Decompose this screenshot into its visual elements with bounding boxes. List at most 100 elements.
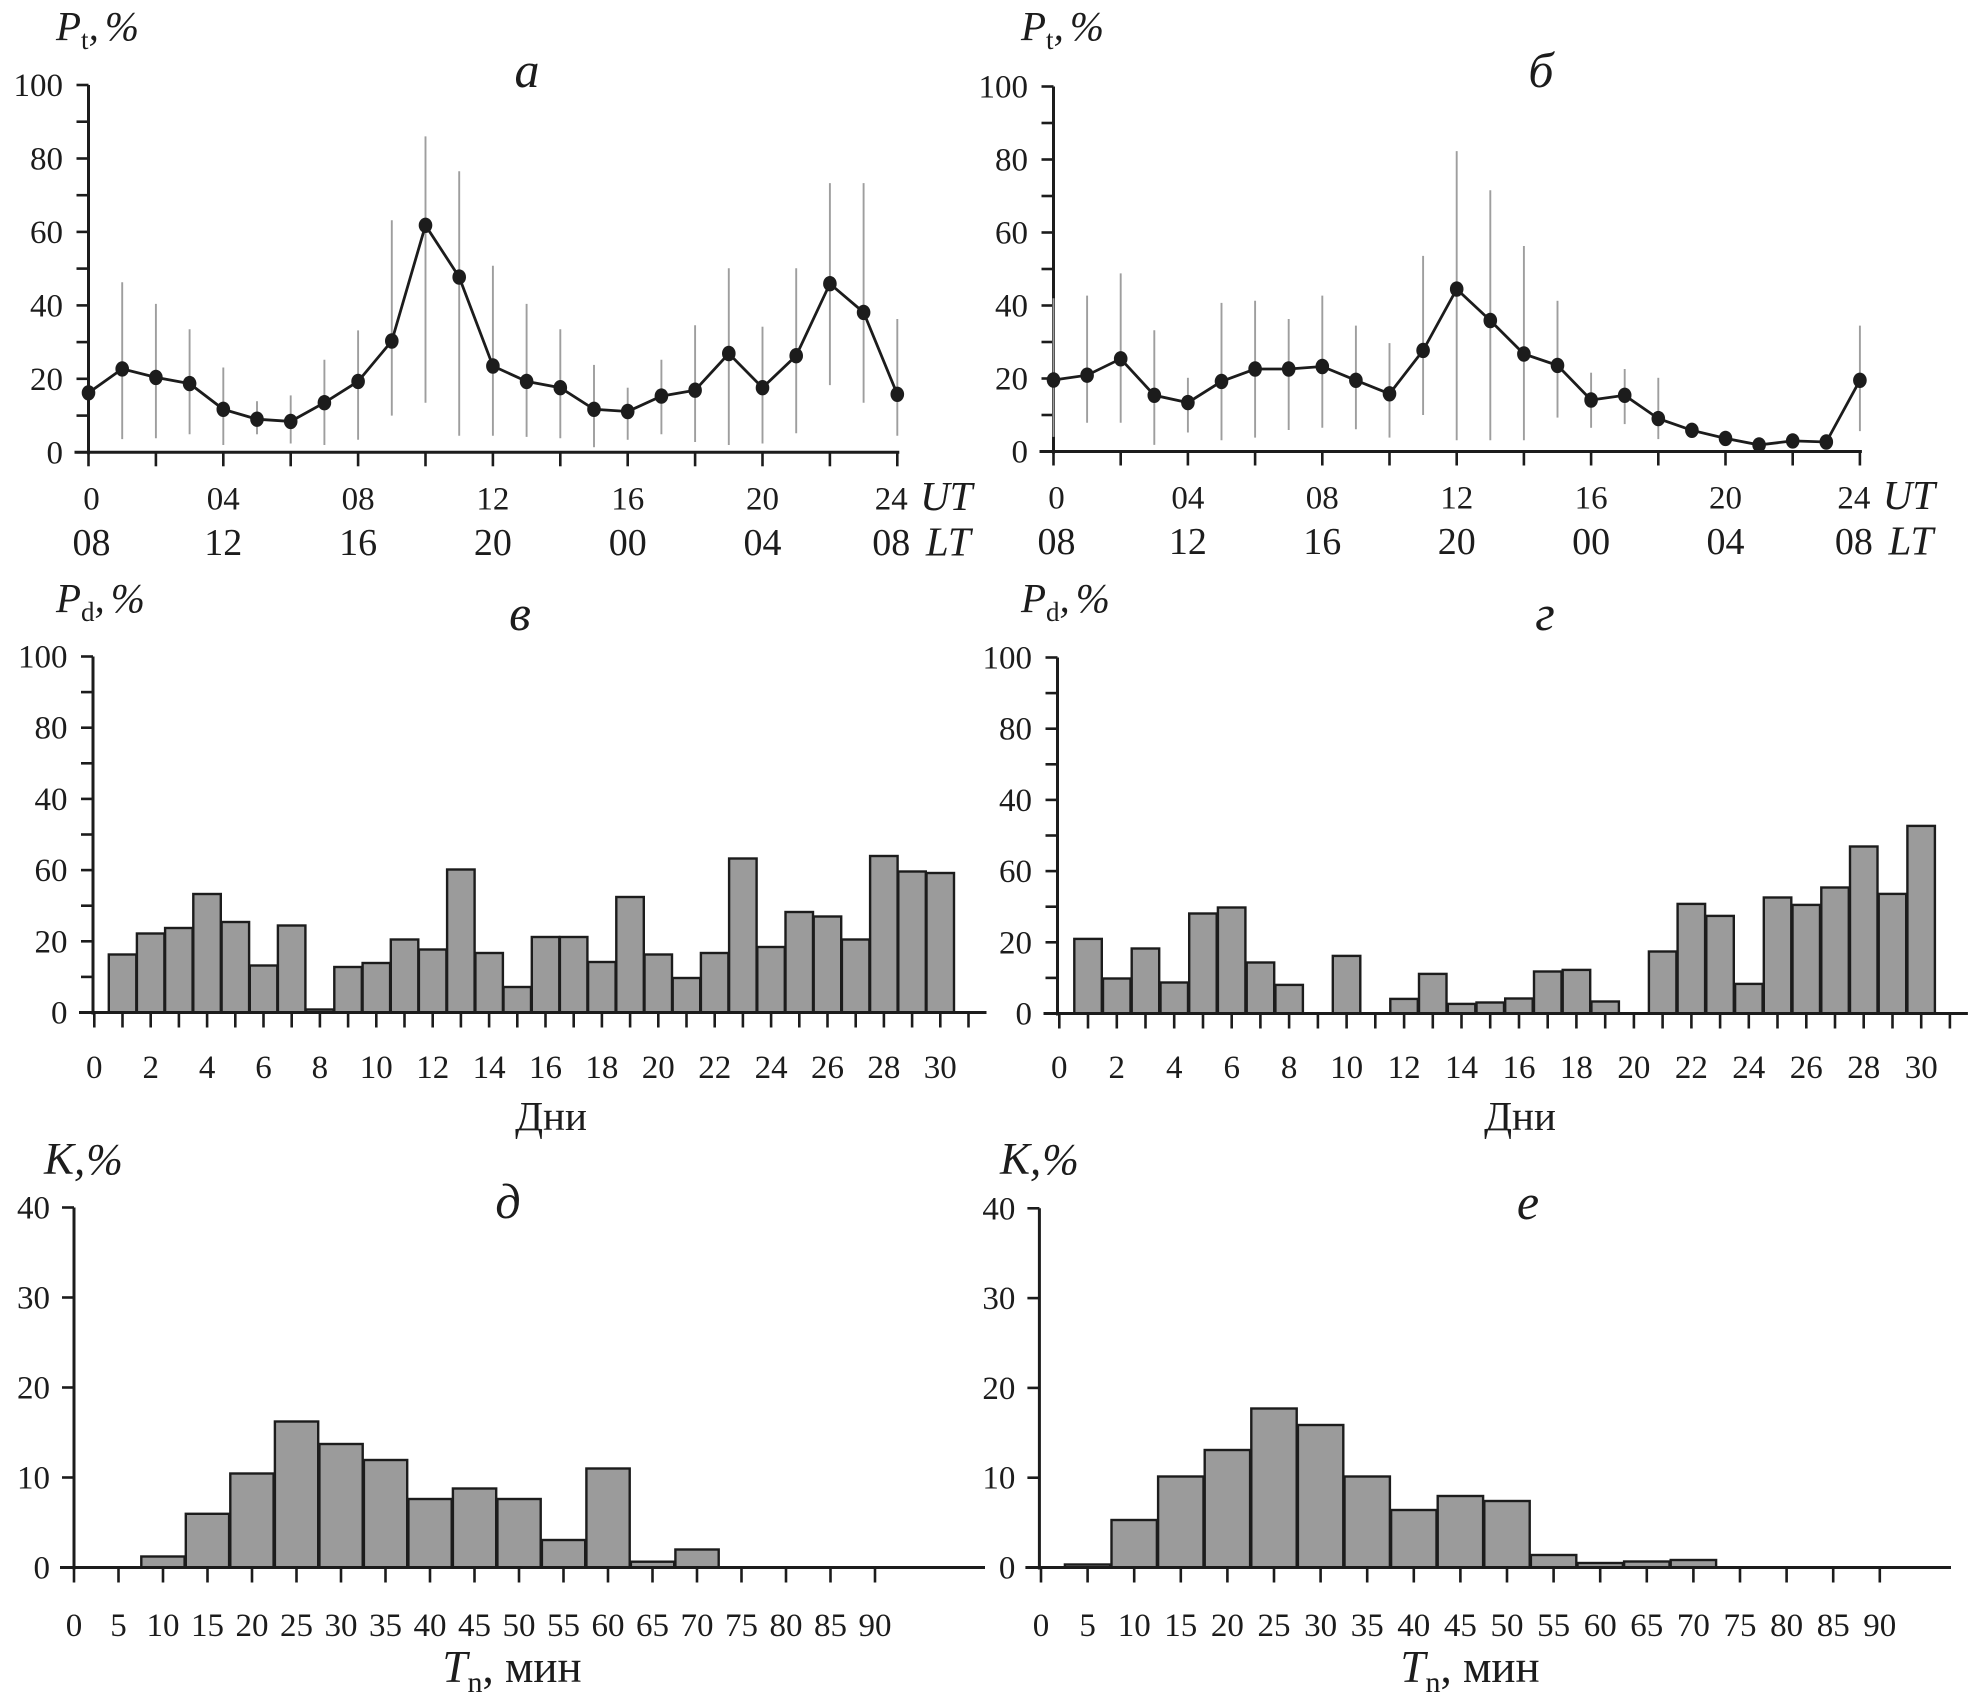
svg-text:100: 100	[14, 68, 64, 104]
svg-text:65: 65	[1630, 1608, 1663, 1644]
svg-text:60: 60	[1584, 1608, 1617, 1644]
svg-text:20: 20	[982, 1371, 1015, 1407]
svg-text:04: 04	[744, 522, 782, 564]
svg-text:Pd,%: Pd,%	[55, 575, 145, 627]
svg-text:65: 65	[636, 1608, 669, 1644]
svg-text:5: 5	[1079, 1608, 1096, 1644]
svg-text:50: 50	[1491, 1608, 1524, 1644]
svg-text:0: 0	[83, 481, 100, 517]
svg-text:5: 5	[110, 1608, 127, 1644]
svg-text:д: д	[495, 1173, 520, 1229]
svg-text:30: 30	[325, 1608, 358, 1644]
svg-text:Дни: Дни	[1484, 1093, 1556, 1139]
svg-text:80: 80	[35, 711, 68, 747]
svg-text:45: 45	[1444, 1608, 1477, 1644]
svg-text:20: 20	[17, 1371, 50, 1407]
svg-text:24: 24	[1837, 481, 1870, 517]
svg-text:16: 16	[1303, 521, 1341, 563]
svg-text:85: 85	[814, 1608, 847, 1644]
svg-text:12: 12	[416, 1050, 449, 1086]
svg-text:15: 15	[1164, 1608, 1197, 1644]
svg-text:18: 18	[585, 1050, 618, 1086]
svg-text:45: 45	[458, 1608, 491, 1644]
svg-text:60: 60	[995, 216, 1028, 252]
svg-text:2: 2	[1109, 1050, 1126, 1086]
svg-text:Дни: Дни	[515, 1093, 587, 1139]
svg-text:20: 20	[236, 1608, 269, 1644]
svg-text:0: 0	[1048, 481, 1065, 517]
svg-text:0: 0	[47, 435, 64, 471]
svg-text:20: 20	[1709, 481, 1742, 517]
svg-text:08: 08	[73, 522, 111, 564]
svg-text:04: 04	[1171, 481, 1204, 517]
svg-text:14: 14	[473, 1050, 506, 1086]
svg-text:0: 0	[1016, 997, 1033, 1033]
svg-text:60: 60	[999, 854, 1032, 890]
svg-text:12: 12	[204, 522, 242, 564]
svg-text:08: 08	[1835, 521, 1873, 563]
svg-text:80: 80	[999, 712, 1032, 748]
svg-text:30: 30	[1304, 1608, 1337, 1644]
svg-text:04: 04	[207, 481, 240, 517]
svg-text:30: 30	[982, 1281, 1015, 1317]
svg-text:40: 40	[982, 1191, 1015, 1227]
svg-text:20: 20	[35, 924, 68, 960]
svg-text:80: 80	[770, 1608, 803, 1644]
svg-text:10: 10	[360, 1050, 393, 1086]
svg-text:20: 20	[746, 481, 779, 517]
svg-text:8: 8	[1281, 1050, 1298, 1086]
svg-text:0: 0	[34, 1551, 51, 1587]
svg-text:80: 80	[995, 143, 1028, 179]
svg-text:26: 26	[811, 1050, 844, 1086]
svg-text:30: 30	[1905, 1050, 1938, 1086]
svg-text:Pt,%: Pt,%	[55, 3, 139, 55]
svg-text:26: 26	[1790, 1050, 1823, 1086]
svg-text:6: 6	[255, 1050, 272, 1086]
svg-text:2: 2	[142, 1050, 159, 1086]
svg-text:50: 50	[503, 1608, 536, 1644]
svg-text:20: 20	[30, 362, 63, 398]
svg-text:Pd,%: Pd,%	[1020, 575, 1110, 627]
svg-text:70: 70	[681, 1608, 714, 1644]
svg-text:16: 16	[529, 1050, 562, 1086]
svg-text:08: 08	[342, 481, 375, 517]
svg-text:24: 24	[875, 481, 908, 517]
svg-text:10: 10	[1330, 1050, 1363, 1086]
svg-text:18: 18	[1560, 1050, 1593, 1086]
svg-text:20: 20	[474, 522, 512, 564]
svg-text:20: 20	[1211, 1608, 1244, 1644]
svg-text:40: 40	[30, 288, 63, 324]
svg-text:20: 20	[642, 1050, 675, 1086]
svg-text:0: 0	[1012, 435, 1029, 471]
svg-text:0: 0	[999, 1551, 1016, 1587]
svg-text:10: 10	[982, 1461, 1015, 1497]
svg-text:е: е	[1517, 1174, 1539, 1230]
svg-text:60: 60	[35, 853, 68, 889]
svg-text:0: 0	[1033, 1608, 1050, 1644]
svg-text:22: 22	[1675, 1050, 1708, 1086]
svg-text:75: 75	[1724, 1608, 1757, 1644]
svg-text:24: 24	[1732, 1050, 1765, 1086]
svg-text:12: 12	[1440, 481, 1473, 517]
svg-text:12: 12	[1388, 1050, 1421, 1086]
svg-text:08: 08	[1038, 521, 1076, 563]
svg-text:90: 90	[1863, 1608, 1896, 1644]
svg-text:0: 0	[66, 1608, 83, 1644]
svg-text:0: 0	[1051, 1050, 1068, 1086]
svg-text:а: а	[515, 42, 540, 98]
svg-text:90: 90	[859, 1608, 892, 1644]
svg-text:60: 60	[592, 1608, 625, 1644]
svg-text:в: в	[509, 585, 531, 641]
svg-text:75: 75	[725, 1608, 758, 1644]
svg-text:Tn, мин: Tn, мин	[1400, 1642, 1539, 1699]
svg-text:28: 28	[1847, 1050, 1880, 1086]
svg-text:б: б	[1528, 42, 1555, 98]
svg-text:100: 100	[18, 640, 68, 676]
svg-text:UT: UT	[920, 473, 976, 519]
svg-text:08: 08	[1306, 481, 1339, 517]
svg-text:35: 35	[1351, 1608, 1384, 1644]
svg-text:40: 40	[995, 289, 1028, 325]
svg-text:0: 0	[51, 996, 68, 1032]
svg-text:Tn, мин: Tn, мин	[442, 1642, 581, 1699]
svg-text:Pt,%: Pt,%	[1020, 3, 1104, 55]
